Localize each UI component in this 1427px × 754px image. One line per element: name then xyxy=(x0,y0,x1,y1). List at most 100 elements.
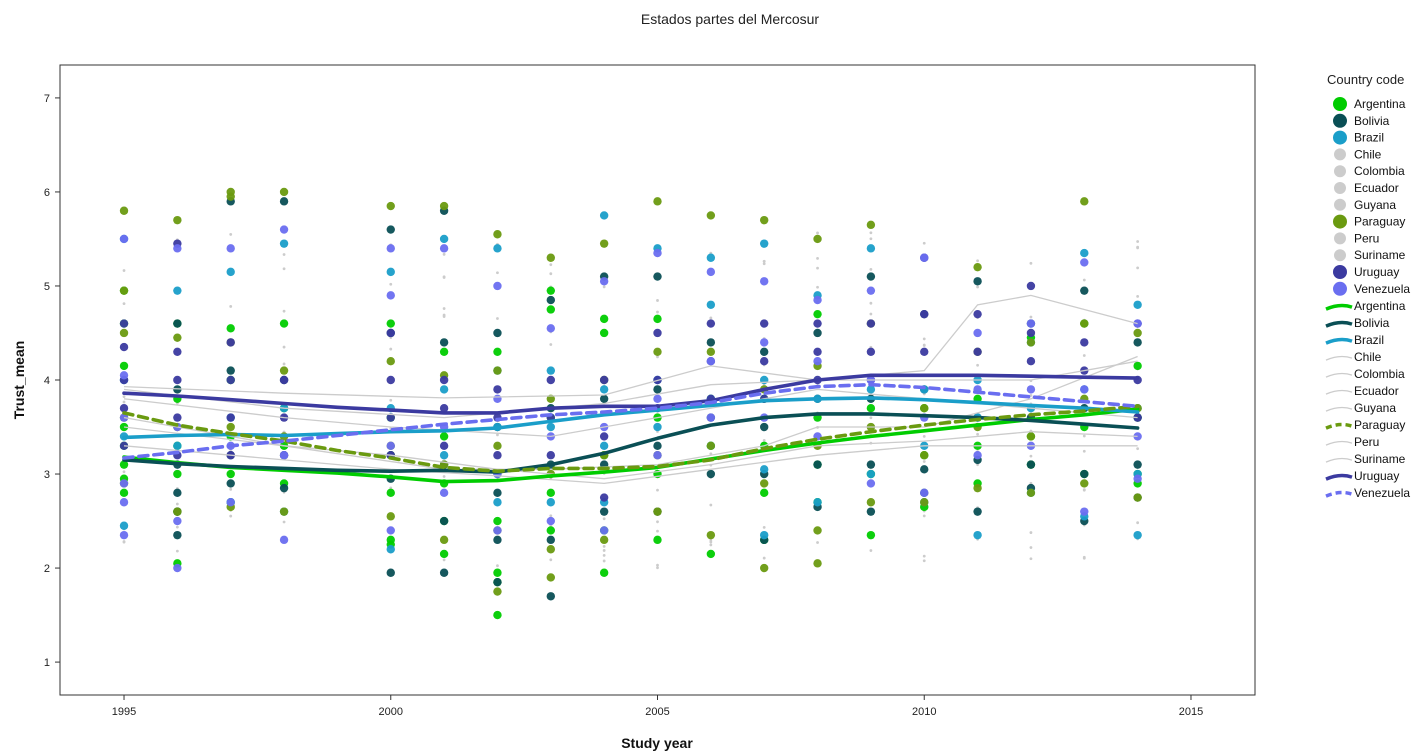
trend-line-chile xyxy=(123,294,1138,399)
point-uruguay xyxy=(599,432,609,441)
background-point xyxy=(922,554,926,558)
point-venezuela xyxy=(1080,507,1089,516)
legend-label: Guyana xyxy=(1354,401,1396,415)
point-argentina xyxy=(546,286,556,295)
background-point xyxy=(869,416,873,420)
x-tick-label: 2005 xyxy=(645,706,669,718)
point-brazil xyxy=(493,244,502,253)
point-brazil xyxy=(599,441,609,451)
legend-line-bolivia xyxy=(1325,320,1353,328)
data-points xyxy=(119,187,1142,620)
point-uruguay xyxy=(653,328,662,338)
point-uruguay xyxy=(599,375,609,385)
point-uruguay xyxy=(386,413,395,422)
y-tick-label: 2 xyxy=(44,563,50,575)
point-uruguay xyxy=(546,375,556,385)
point-brazil xyxy=(759,465,769,474)
point-paraguay xyxy=(546,253,556,262)
point-paraguay xyxy=(493,366,502,375)
point-bolivia xyxy=(599,394,609,404)
point-venezuela xyxy=(279,535,289,545)
background-point xyxy=(656,488,659,492)
point-bolivia xyxy=(866,507,876,516)
background-point xyxy=(496,564,499,568)
point-argentina xyxy=(599,328,609,338)
legend-label: Chile xyxy=(1354,147,1382,161)
background-point xyxy=(976,363,979,367)
point-venezuela xyxy=(119,498,129,507)
legend-label: Chile xyxy=(1354,350,1382,364)
point-bolivia xyxy=(226,479,235,488)
background-point xyxy=(1136,447,1140,451)
background-point xyxy=(869,237,873,241)
point-argentina xyxy=(866,530,876,540)
x-tick-label: 2000 xyxy=(379,706,403,718)
background-point xyxy=(1029,261,1033,265)
point-brazil xyxy=(653,422,662,432)
legend-marker-suriname xyxy=(1334,249,1346,262)
background-point xyxy=(816,257,819,260)
background-point xyxy=(549,558,553,562)
point-uruguay xyxy=(866,319,876,328)
y-axis-label: Trust_mean xyxy=(11,341,27,420)
legend-label: Ecuador xyxy=(1354,181,1399,195)
background-point xyxy=(602,285,606,289)
background-point xyxy=(816,285,819,289)
background-point xyxy=(496,317,499,320)
point-uruguay xyxy=(119,342,129,352)
point-bolivia xyxy=(653,385,662,394)
point-brazil xyxy=(226,267,235,277)
background-point xyxy=(389,282,393,286)
background-point xyxy=(869,231,873,235)
point-brazil xyxy=(706,300,716,309)
point-venezuela xyxy=(279,225,289,234)
legend-line-venezuela xyxy=(1325,490,1353,498)
point-uruguay xyxy=(920,309,929,319)
background-point xyxy=(762,438,766,442)
point-argentina xyxy=(759,488,769,498)
point-uruguay xyxy=(546,451,556,460)
background-point xyxy=(282,309,286,313)
point-paraguay xyxy=(759,563,769,573)
point-bolivia xyxy=(439,338,449,347)
point-uruguay xyxy=(226,413,235,422)
legend-label: Ecuador xyxy=(1354,384,1399,398)
point-venezuela xyxy=(1026,385,1036,394)
point-paraguay xyxy=(653,507,662,516)
point-venezuela xyxy=(599,526,609,535)
point-venezuela xyxy=(1133,432,1142,441)
legend-line-peru xyxy=(1325,440,1353,446)
point-bolivia xyxy=(439,568,449,577)
background-point xyxy=(656,563,659,567)
legend-label: Bolivia xyxy=(1354,316,1390,330)
legend-label: Paraguay xyxy=(1354,215,1405,229)
legend-marker-colombia xyxy=(1334,165,1346,178)
point-paraguay xyxy=(386,356,395,366)
background-point xyxy=(602,553,606,557)
axes: 1995 2000 2005 2010 2015 1 2 3 4 5 6 7 xyxy=(44,93,1203,718)
point-brazil xyxy=(173,441,182,451)
point-bolivia xyxy=(493,328,502,338)
background-point xyxy=(656,566,659,570)
point-paraguay xyxy=(973,483,982,493)
background-point xyxy=(122,400,126,404)
point-venezuela xyxy=(1026,319,1036,328)
background-point xyxy=(1136,294,1140,298)
point-brazil xyxy=(599,211,609,220)
background-point xyxy=(549,514,553,518)
background-point xyxy=(549,272,553,276)
point-uruguay xyxy=(493,385,502,394)
point-venezuela xyxy=(173,244,182,253)
background-point xyxy=(389,347,393,351)
background-point xyxy=(656,529,659,533)
background-point xyxy=(922,337,926,341)
legend-label: Peru xyxy=(1354,231,1379,245)
point-brazil xyxy=(546,422,556,432)
point-bolivia xyxy=(813,328,822,338)
point-paraguay xyxy=(279,507,289,516)
point-paraguay xyxy=(386,201,395,211)
point-venezuela xyxy=(706,267,716,277)
point-venezuela xyxy=(226,244,235,253)
point-paraguay xyxy=(1080,479,1089,488)
background-point xyxy=(656,520,659,524)
